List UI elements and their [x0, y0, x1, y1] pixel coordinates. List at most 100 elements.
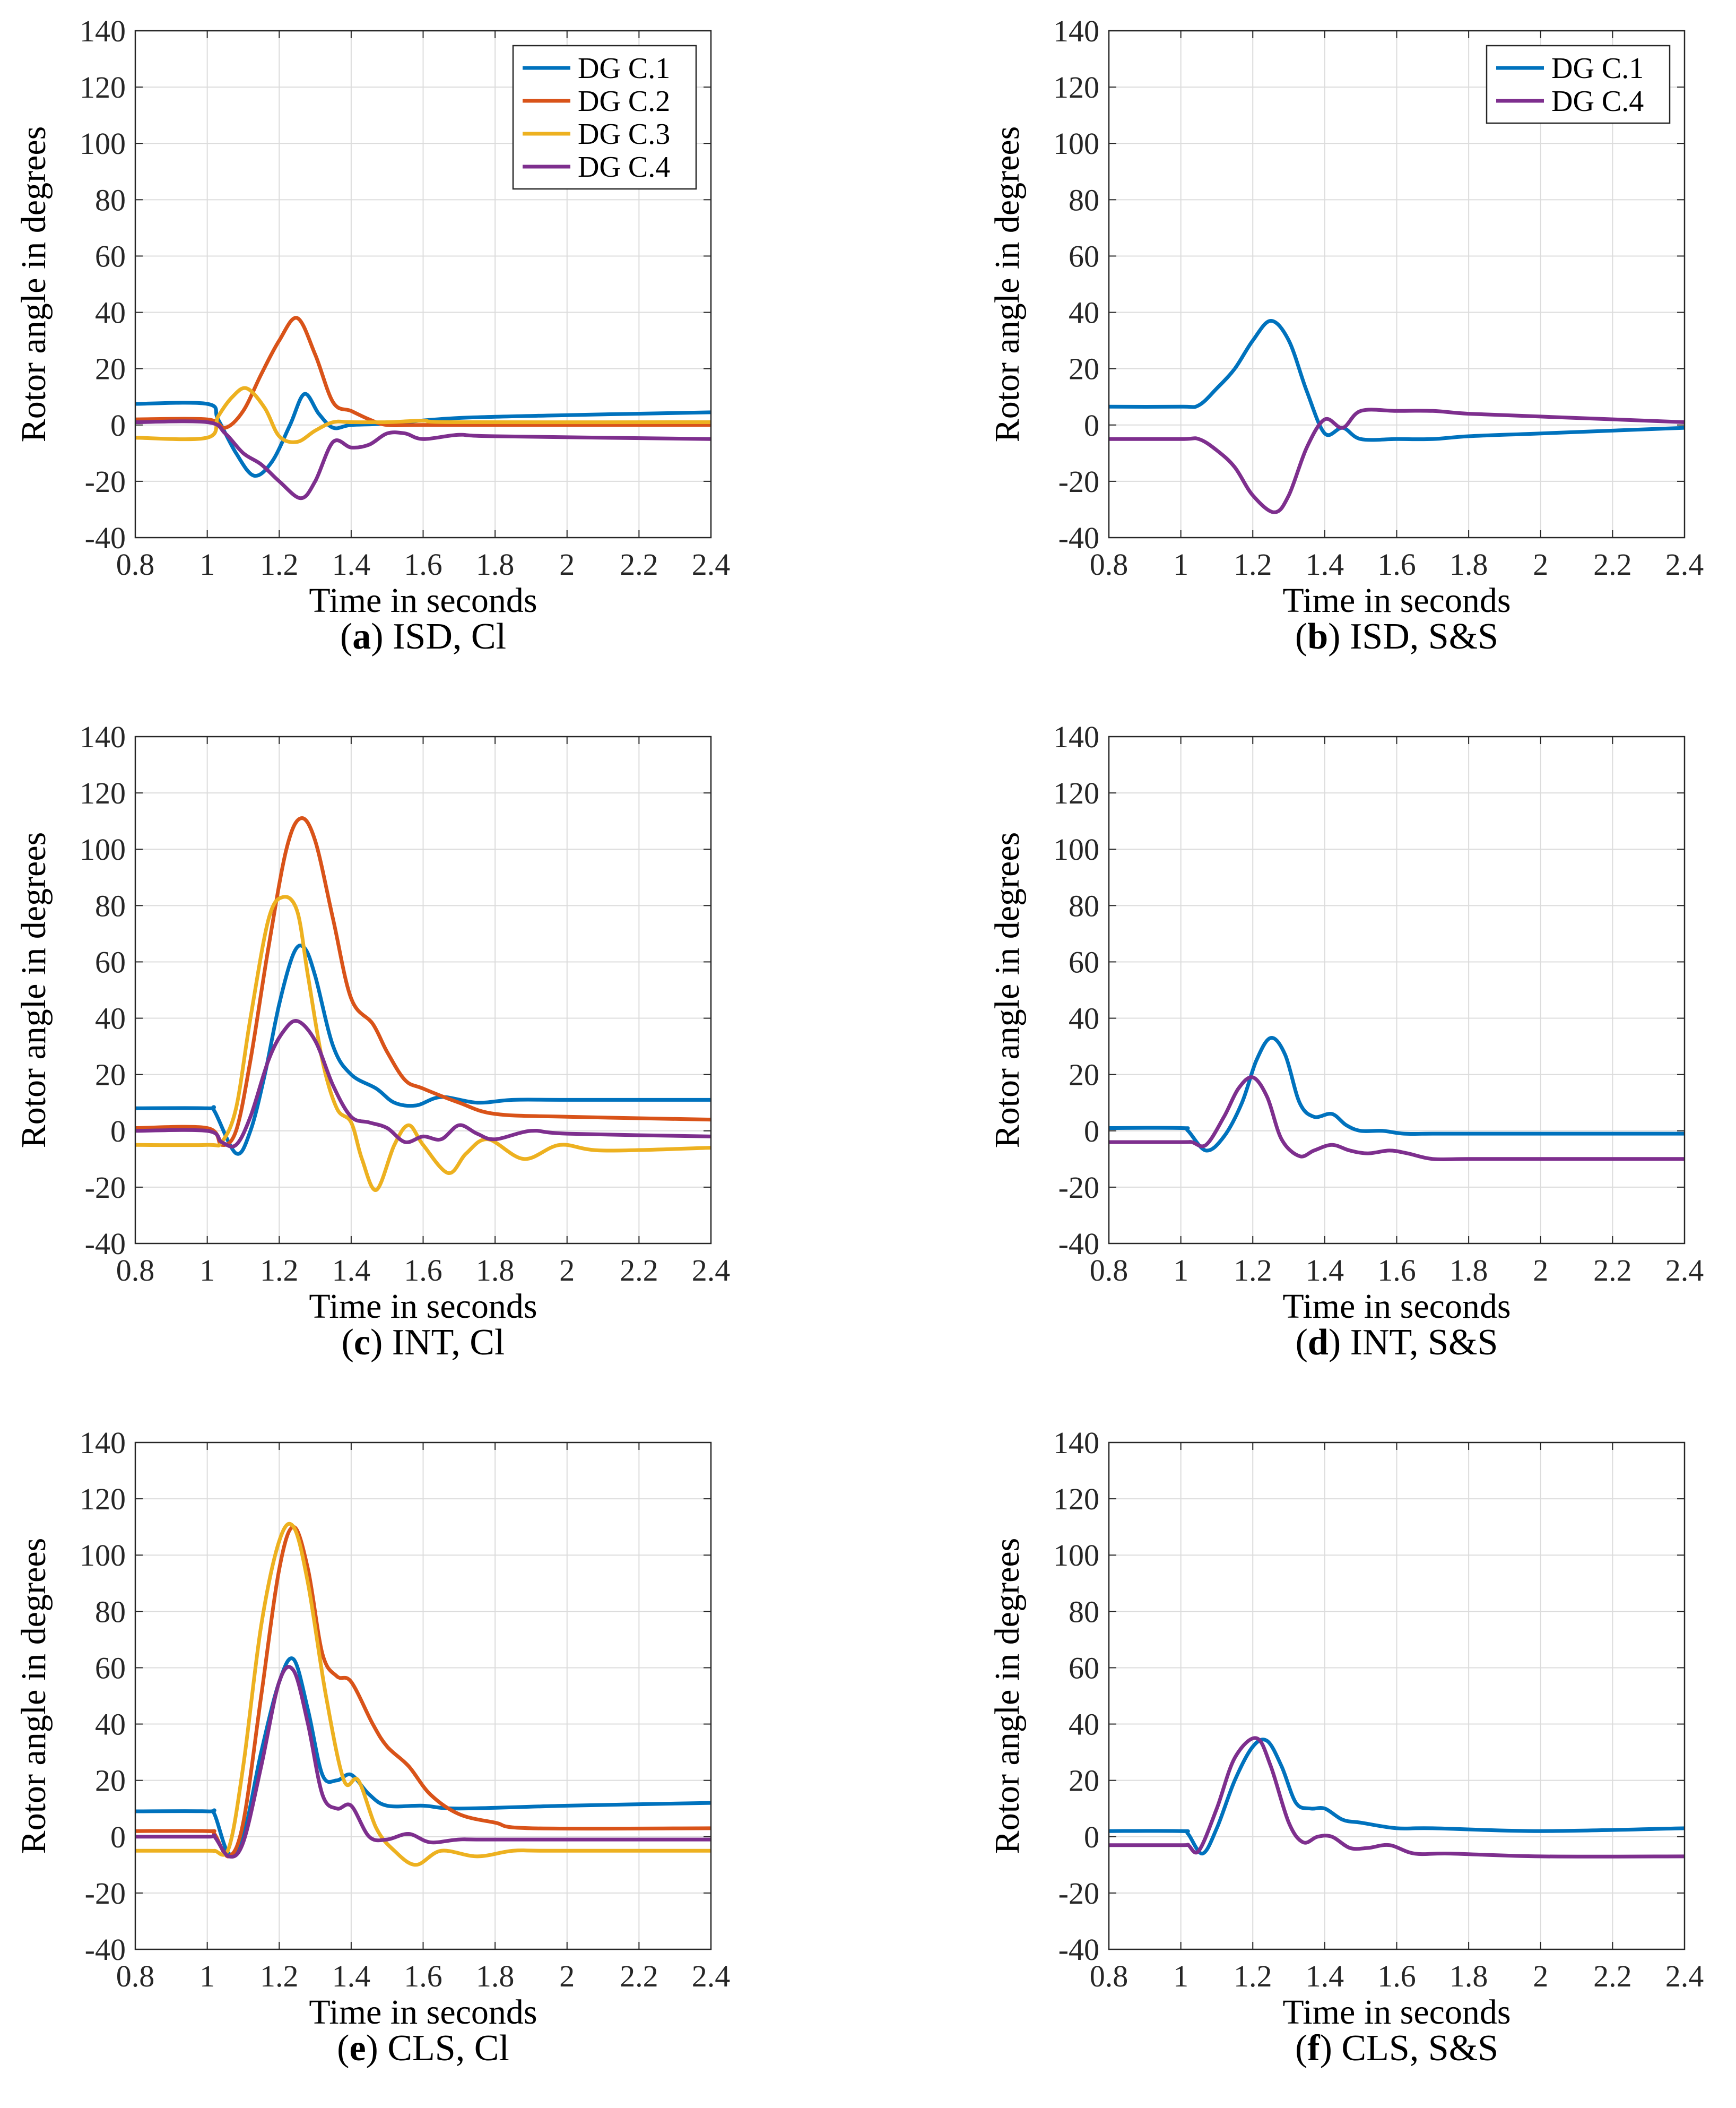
- y-tick-label: 40: [95, 296, 126, 330]
- y-tick-label: 140: [1053, 720, 1099, 754]
- y-tick-label: 100: [80, 1538, 126, 1573]
- x-tick-label: 0.8: [116, 547, 155, 582]
- y-tick-label: 140: [80, 14, 126, 48]
- x-tick-label: 1.2: [260, 1253, 299, 1288]
- x-tick-label: 2.4: [1665, 1959, 1704, 1993]
- y-tick-label: -20: [1058, 1876, 1099, 1911]
- x-tick-label: 1: [1173, 1959, 1188, 1993]
- x-tick-label: 1.4: [332, 1959, 371, 1993]
- x-tick-label: 2.2: [620, 1253, 658, 1288]
- legend-box: [1486, 45, 1671, 124]
- series-line-dg-c-4: [1109, 1736, 1685, 1859]
- axes-box: [134, 736, 712, 1245]
- x-tick-label: 2: [559, 1253, 575, 1288]
- x-tick-label: 1.4: [1306, 1253, 1344, 1288]
- caption-letter: d: [1307, 1322, 1329, 1363]
- y-tick-label: -20: [1058, 464, 1099, 499]
- y-tick-label: 60: [95, 1651, 126, 1685]
- series-line-dg-c-1: [135, 1656, 711, 1857]
- y-tick-label: 100: [1053, 1538, 1099, 1573]
- series-line-dg-c-1: [135, 944, 711, 1156]
- x-tick-label: 1.6: [1377, 1959, 1416, 1993]
- x-tick-label: 1.2: [1234, 1253, 1272, 1288]
- legend: DG C.1DG C.2DG C.3DG C.4: [512, 45, 697, 190]
- y-tick-label: -40: [1058, 1226, 1099, 1261]
- x-tick-label: 1.4: [332, 547, 371, 582]
- series-line-dg-c-4: [1109, 408, 1685, 514]
- y-tick-label: 60: [1069, 1651, 1099, 1685]
- y-tick-label: -40: [85, 521, 126, 555]
- panel-caption-d: (d) INT, S&S: [1295, 1322, 1498, 1363]
- y-tick-label: 100: [80, 832, 126, 867]
- y-axis-label: Rotor angle in degrees: [988, 1538, 1027, 1854]
- x-tick-label: 1: [1173, 547, 1188, 582]
- y-tick-label: -40: [1058, 1932, 1099, 1967]
- caption-letter: e: [349, 2028, 366, 2069]
- chart-panel-a: 0.8 1 1.2 1.4 1.6 1.8 2 2.2 2.4 -40 -20 0 20 40 60 80 10…: [14, 14, 730, 620]
- y-tick-label: 120: [1053, 776, 1099, 810]
- x-tick-label: 1: [199, 1959, 215, 1993]
- x-tick-label: 0.8: [116, 1253, 155, 1288]
- y-tick-label: 60: [1069, 239, 1099, 273]
- series-line-dg-c-2: [135, 316, 711, 430]
- panel-caption-a: (a) ISD, Cl: [340, 616, 507, 657]
- y-tick-label: -20: [85, 1876, 126, 1911]
- x-tick-label: 1.8: [476, 1959, 515, 1993]
- chart-panel-d: 0.8 1 1.2 1.4 1.6 1.8 2 2.2 2.4 -40 -20 0 20 40 60 80 10…: [988, 720, 1704, 1326]
- y-tick-label: -20: [85, 464, 126, 499]
- x-tick-label: 2.2: [620, 547, 658, 582]
- x-tick-label: 1.8: [1449, 1253, 1488, 1288]
- y-tick-label: 140: [1053, 14, 1099, 48]
- panel-caption-e: (e) CLS, Cl: [337, 2028, 509, 2069]
- y-tick-label: 0: [110, 1114, 126, 1148]
- legend: DG C.1DG C.4: [1486, 45, 1671, 124]
- axes-box: [1108, 1441, 1686, 1950]
- x-axis-label: Time in seconds: [1282, 581, 1511, 620]
- x-tick-label: 1.4: [332, 1253, 371, 1288]
- y-tick-label: 120: [80, 70, 126, 105]
- y-tick-label: 120: [80, 1482, 126, 1516]
- legend-label: DG C.4: [578, 151, 670, 184]
- caption-text: ) INT, S&S: [1328, 1322, 1498, 1363]
- y-tick-label: 80: [1069, 1594, 1099, 1629]
- y-axis-label: Rotor angle in degrees: [988, 126, 1027, 443]
- caption-letter: a: [352, 616, 371, 657]
- y-tick-label: 140: [80, 1426, 126, 1460]
- x-tick-label: 1.4: [1306, 1959, 1344, 1993]
- chart-panel-f: 0.8 1 1.2 1.4 1.6 1.8 2 2.2 2.4 -40 -20 0 20 40 60 80 10…: [988, 1426, 1704, 2032]
- y-tick-label: 20: [95, 1058, 126, 1092]
- x-tick-label: 2.2: [1593, 1959, 1632, 1993]
- x-axis-label: Time in seconds: [309, 1287, 537, 1326]
- series-line-dg-c-2: [135, 816, 711, 1147]
- x-tick-label: 1.6: [404, 1253, 442, 1288]
- x-tick-label: 2.2: [620, 1959, 658, 1993]
- y-tick-label: 120: [1053, 70, 1099, 105]
- x-tick-label: 2.4: [1665, 1253, 1704, 1288]
- x-tick-label: 2: [1533, 1253, 1548, 1288]
- x-tick-label: 1.8: [476, 1253, 515, 1288]
- y-tick-label: 80: [1069, 888, 1099, 923]
- x-tick-label: 1.6: [1377, 547, 1416, 582]
- y-tick-label: 20: [1069, 1764, 1099, 1798]
- x-axis-label: Time in seconds: [309, 581, 537, 620]
- x-axis-label: Time in seconds: [1282, 1287, 1511, 1326]
- x-tick-label: 0.8: [1090, 1253, 1129, 1288]
- y-tick-label: 40: [95, 1001, 126, 1036]
- axes-box: [134, 30, 712, 539]
- y-tick-label: 80: [95, 888, 126, 923]
- y-axis-label: Rotor angle in degrees: [14, 126, 53, 443]
- y-tick-label: 100: [1053, 832, 1099, 867]
- y-tick-label: 20: [1069, 1058, 1099, 1092]
- legend-label: DG C.3: [578, 118, 670, 151]
- x-axis-label: Time in seconds: [309, 1993, 537, 2032]
- x-tick-label: 2.4: [692, 547, 731, 582]
- x-tick-label: 2.4: [1665, 547, 1704, 582]
- y-tick-label: 100: [80, 126, 126, 161]
- y-tick-label: -40: [85, 1226, 126, 1261]
- caption-letter: f: [1307, 2028, 1320, 2069]
- y-tick-label: 40: [1069, 1707, 1099, 1742]
- x-tick-label: 1.8: [476, 547, 515, 582]
- y-tick-label: -40: [85, 1932, 126, 1967]
- x-axis-label: Time in seconds: [1282, 1993, 1511, 2032]
